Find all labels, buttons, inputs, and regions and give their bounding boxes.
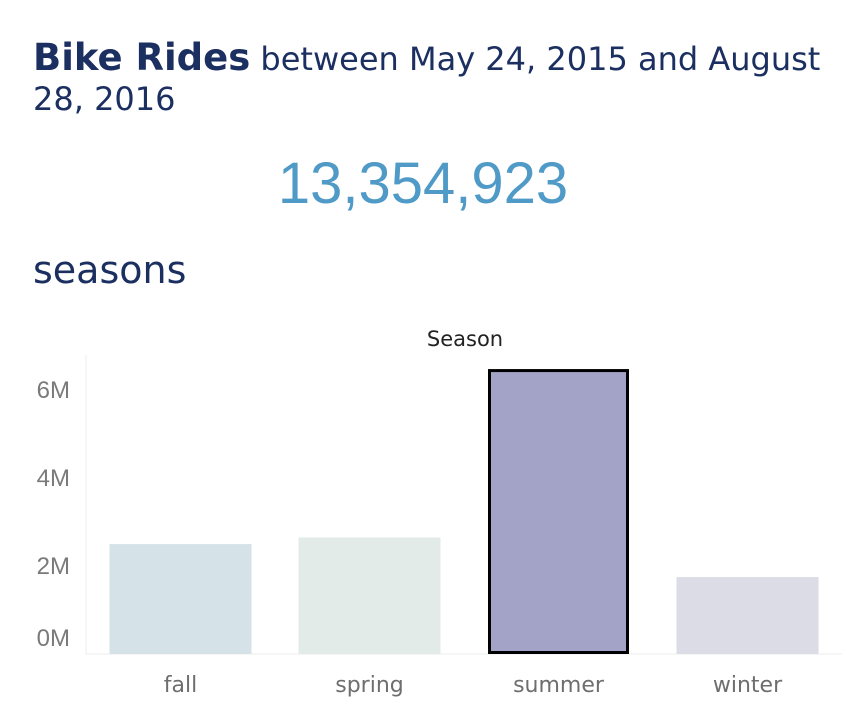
y-tick-label: 0M <box>37 625 70 652</box>
bar-summer[interactable] <box>488 369 629 654</box>
header-title-bold: Bike Rides <box>33 36 251 79</box>
bar-fall[interactable] <box>109 544 252 654</box>
y-tick-label: 4M <box>37 465 70 492</box>
x-tick-label-summer: summer <box>513 673 605 698</box>
bar-winter[interactable] <box>676 577 819 654</box>
total-rides-kpi: 13,354,923 <box>277 151 569 216</box>
chart-title: Season <box>427 327 503 351</box>
y-tick-label: 2M <box>37 553 70 580</box>
header-title-rest: between May 24, 2015 and August 28, 2016 <box>33 40 821 118</box>
section-title: seasons <box>33 248 187 292</box>
bars <box>109 369 819 654</box>
y-tick-label: 6M <box>37 377 70 404</box>
x-tick-label-fall: fall <box>164 673 197 698</box>
page-header: Bike Rides between May 24, 2015 and Augu… <box>33 38 823 119</box>
x-axis: fall spring summer winter <box>164 673 783 698</box>
x-tick-label-spring: spring <box>335 673 404 698</box>
x-tick-label-winter: winter <box>713 673 783 698</box>
bar-spring[interactable] <box>298 537 441 654</box>
